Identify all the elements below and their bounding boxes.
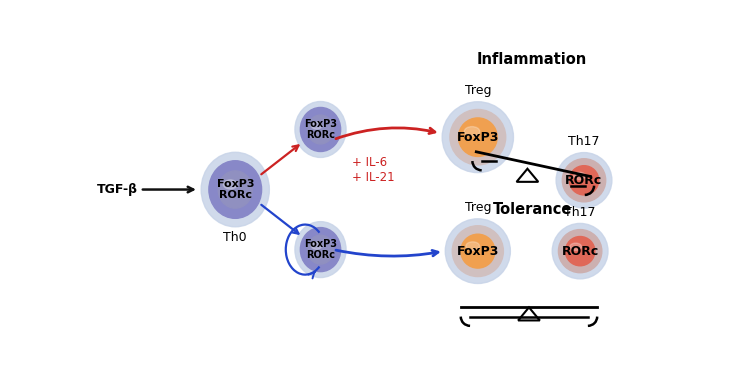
Text: + IL-6
+ IL-21: + IL-6 + IL-21: [351, 156, 394, 184]
Ellipse shape: [295, 222, 346, 278]
Text: RORc: RORc: [565, 174, 603, 187]
Ellipse shape: [565, 237, 595, 266]
Text: Th17: Th17: [568, 135, 600, 148]
Ellipse shape: [218, 171, 252, 208]
Ellipse shape: [312, 242, 322, 249]
Text: Tolerance: Tolerance: [492, 202, 572, 217]
Ellipse shape: [465, 127, 480, 136]
Text: FoxP3
RORc: FoxP3 RORc: [217, 179, 254, 200]
Ellipse shape: [461, 234, 495, 268]
Ellipse shape: [307, 115, 334, 144]
Text: Th17: Th17: [564, 206, 596, 219]
Ellipse shape: [295, 102, 346, 157]
Ellipse shape: [312, 122, 322, 129]
Ellipse shape: [301, 228, 340, 272]
Ellipse shape: [442, 102, 514, 173]
Ellipse shape: [223, 180, 237, 189]
Ellipse shape: [307, 235, 334, 264]
Text: TGF-β: TGF-β: [96, 183, 137, 196]
Ellipse shape: [556, 152, 612, 208]
Ellipse shape: [559, 230, 602, 273]
Text: Th0: Th0: [223, 231, 247, 244]
Text: RORc: RORc: [562, 245, 599, 257]
Ellipse shape: [574, 172, 586, 179]
Ellipse shape: [552, 223, 608, 279]
Text: Inflammation: Inflammation: [477, 52, 587, 68]
Ellipse shape: [209, 161, 262, 218]
Ellipse shape: [570, 166, 599, 195]
Ellipse shape: [459, 118, 497, 156]
Text: FoxP3: FoxP3: [456, 131, 499, 144]
Ellipse shape: [301, 107, 340, 151]
Ellipse shape: [445, 219, 510, 283]
Text: FoxP3: FoxP3: [456, 245, 499, 257]
Ellipse shape: [570, 243, 581, 251]
Text: Treg: Treg: [465, 201, 491, 214]
Ellipse shape: [450, 110, 506, 165]
Text: Treg: Treg: [465, 84, 491, 97]
Ellipse shape: [452, 226, 503, 276]
Text: FoxP3
RORc: FoxP3 RORc: [304, 119, 337, 140]
Text: FoxP3
RORc: FoxP3 RORc: [304, 239, 337, 261]
Ellipse shape: [466, 242, 479, 250]
Ellipse shape: [562, 159, 606, 202]
Ellipse shape: [201, 152, 269, 227]
